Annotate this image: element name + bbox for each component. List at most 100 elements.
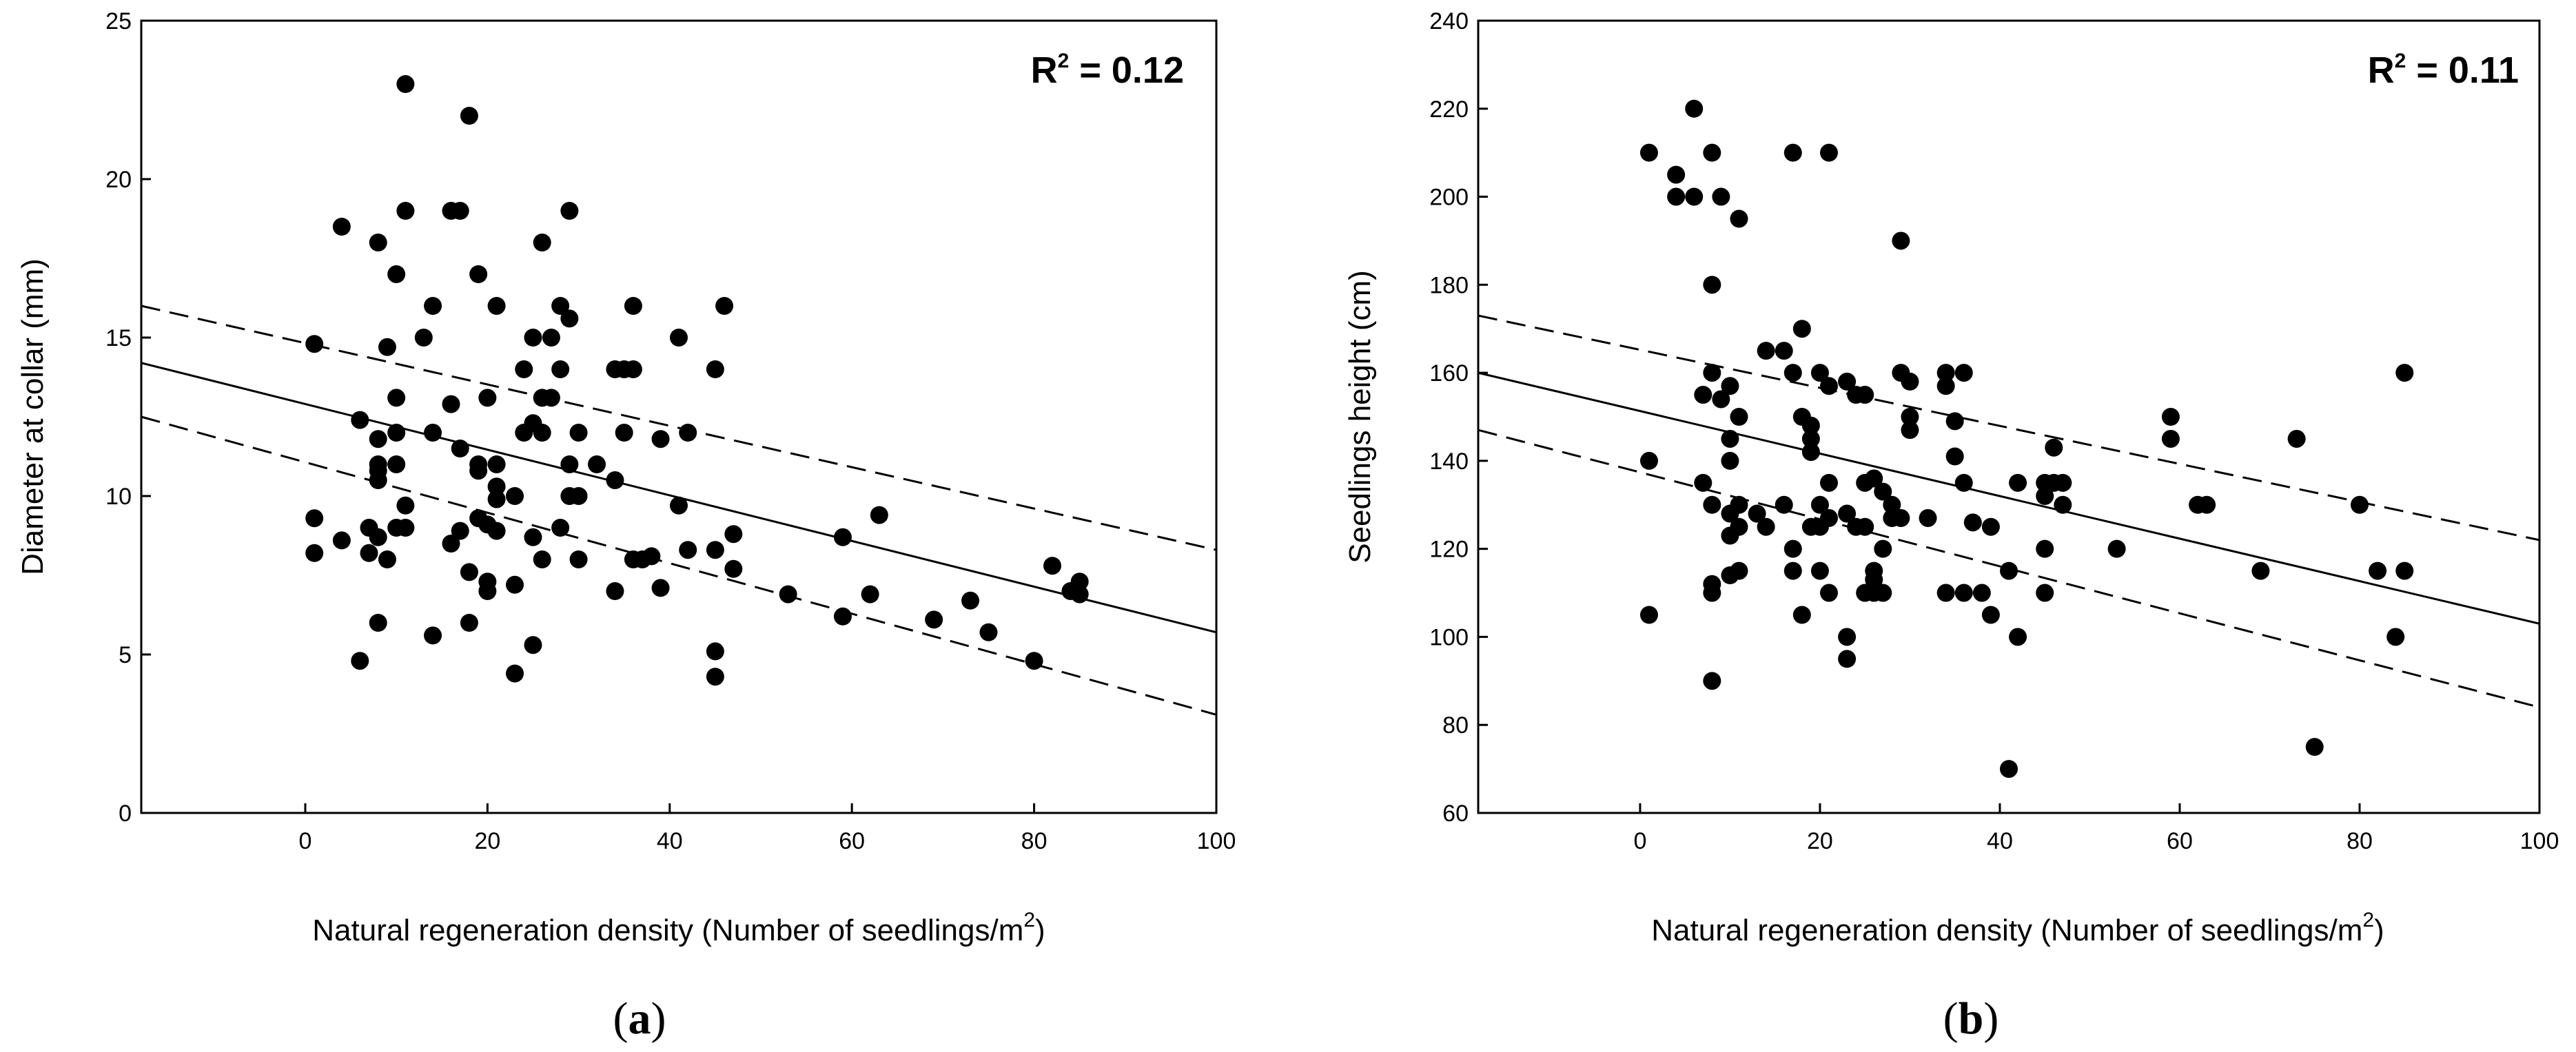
- y-tick-label: 100: [1429, 624, 1469, 650]
- data-point-a: [387, 455, 406, 473]
- data-point-a: [560, 202, 579, 220]
- data-point-b: [2009, 628, 2027, 646]
- data-point-a: [833, 528, 852, 546]
- data-point-a: [424, 297, 442, 315]
- data-point-a: [651, 579, 670, 597]
- data-point-a: [706, 360, 724, 378]
- x-axis-label-a: Natural regeneration density (Number of …: [312, 909, 1045, 947]
- data-point-b: [1775, 342, 1793, 360]
- data-point-a: [533, 234, 551, 251]
- data-point-a: [1025, 652, 1043, 670]
- data-point-b: [1694, 473, 1713, 492]
- panel-b: 0 20 40 60 80 100 60 80 100 120 140 160 180 200 220 24…: [1343, 8, 2559, 1044]
- data-point-b: [1721, 429, 1739, 448]
- x-tick-label: 20: [1807, 828, 1833, 854]
- data-point-a: [396, 75, 415, 93]
- y-tick-label: 220: [1429, 96, 1469, 123]
- data-point-b: [2000, 561, 2018, 580]
- data-point-b: [1883, 495, 1901, 514]
- data-point-a: [360, 544, 378, 562]
- x-tick-label: 0: [299, 828, 312, 854]
- data-point-a: [387, 389, 406, 407]
- data-point-b: [1856, 386, 1874, 404]
- y-tick-label: 0: [119, 801, 132, 827]
- y-tick-label: 60: [1442, 801, 1469, 827]
- data-point-a: [460, 107, 478, 125]
- data-point-b: [1703, 364, 1721, 382]
- data-point-a: [551, 297, 570, 315]
- r2-annotation-a: R2 = 0.12: [1031, 50, 1184, 91]
- r2-annotation-b: R2 = 0.11: [2368, 50, 2519, 91]
- data-point-b: [1972, 584, 1991, 602]
- data-points-a: [305, 75, 1089, 686]
- data-point-a: [305, 509, 324, 528]
- data-point-a: [424, 626, 442, 645]
- data-points-b: [1639, 99, 2414, 778]
- data-point-a: [861, 585, 879, 604]
- data-point-b: [2036, 539, 2054, 558]
- data-point-a: [369, 471, 387, 489]
- data-point-a: [606, 471, 624, 489]
- data-point-a: [542, 389, 560, 407]
- data-point-b: [2009, 473, 2027, 492]
- x-tick-label: 60: [2167, 828, 2193, 854]
- data-point-b: [2036, 584, 2054, 602]
- data-point-a: [396, 496, 415, 515]
- data-point-a: [670, 329, 688, 347]
- data-point-b: [2036, 487, 2054, 505]
- data-point-b: [1838, 504, 1857, 523]
- data-point-b: [1936, 584, 1955, 602]
- data-point-b: [1874, 539, 1892, 558]
- data-point-a: [706, 668, 724, 686]
- data-point-a: [351, 652, 369, 670]
- y-tick-label: 10: [105, 484, 132, 510]
- data-point-a: [469, 265, 488, 283]
- data-point-a: [679, 541, 697, 559]
- x-tick-label: 100: [2520, 828, 2559, 854]
- data-point-a: [351, 411, 369, 429]
- data-point-b: [1703, 143, 1721, 162]
- data-point-b: [1838, 628, 1857, 646]
- data-point-a: [624, 297, 642, 315]
- data-point-b: [1783, 364, 1802, 382]
- data-point-a: [460, 563, 478, 581]
- data-point-b: [2054, 473, 2072, 492]
- x-tick-label: 0: [1633, 828, 1646, 854]
- ci-lower-line-b: [1478, 429, 2540, 709]
- data-point-a: [706, 541, 724, 559]
- data-point-a: [369, 234, 387, 251]
- x-ticks-b: 0 20 40 60 80 100: [1633, 803, 2559, 854]
- data-point-b: [2198, 495, 2216, 514]
- data-point-b: [1954, 584, 1973, 602]
- data-point-b: [1981, 517, 2000, 536]
- data-point-b: [1874, 482, 1892, 501]
- y-tick-label: 15: [105, 325, 132, 351]
- data-point-b: [1712, 187, 1730, 206]
- data-point-b: [2161, 408, 2180, 426]
- data-point-b: [1865, 570, 1883, 589]
- data-point-a: [569, 424, 588, 442]
- data-point-a: [332, 531, 351, 550]
- data-point-a: [833, 607, 852, 626]
- data-point-a: [925, 610, 943, 629]
- data-point-b: [1757, 342, 1775, 360]
- data-point-b: [1954, 364, 1973, 382]
- y-tick-label: 5: [119, 642, 132, 668]
- data-point-a: [506, 664, 524, 683]
- y-tick-label: 25: [105, 8, 132, 34]
- data-point-b: [1730, 561, 1748, 580]
- y-tick-label: 80: [1442, 712, 1469, 739]
- data-point-b: [1639, 143, 1658, 162]
- data-point-b: [1775, 495, 1793, 514]
- data-point-b: [1919, 508, 1937, 527]
- data-point-b: [1730, 408, 1748, 426]
- data-point-b: [1874, 584, 1892, 602]
- ci-upper-line-b: [1478, 314, 2540, 542]
- data-point-b: [2045, 438, 2063, 457]
- data-point-b: [1819, 377, 1838, 395]
- data-point-a: [524, 636, 542, 654]
- data-point-a: [1070, 585, 1089, 604]
- data-point-a: [332, 218, 351, 236]
- data-point-a: [478, 582, 497, 600]
